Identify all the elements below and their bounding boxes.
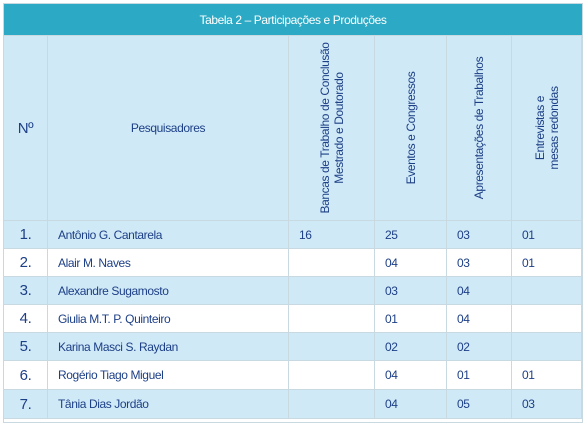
header-bancas: Bancas de Trabalho de Conclusão Mestrado… xyxy=(289,36,375,221)
row-name: Antônio G. Cantarela xyxy=(48,221,289,249)
row-entrevistas: 01 xyxy=(512,221,582,249)
row-apresentacoes: 02 xyxy=(447,333,512,361)
row-eventos: 03 xyxy=(375,277,447,305)
header-eventos: Eventos e Congressos xyxy=(375,36,447,221)
row-eventos: 04 xyxy=(375,361,447,390)
row-entrevistas xyxy=(512,333,582,361)
row-apresentacoes: 01 xyxy=(447,361,512,390)
row-num: 5. xyxy=(4,333,48,361)
row-bancas: 16 xyxy=(289,221,375,249)
row-num: 3. xyxy=(4,277,48,305)
row-name: Rogério Tiago Miguel xyxy=(48,361,289,390)
row-bancas xyxy=(289,277,375,305)
row-apresentacoes: 03 xyxy=(447,221,512,249)
row-num: 4. xyxy=(4,305,48,333)
header-entrevistas-line2: mesas redondas xyxy=(546,86,561,170)
row-name: Karina Masci S. Raydan xyxy=(48,333,289,361)
row-apresentacoes: 05 xyxy=(447,390,512,419)
row-num: 7. xyxy=(4,390,48,419)
row-eventos: 04 xyxy=(375,249,447,277)
row-eventos: 25 xyxy=(375,221,447,249)
header-apresentacoes: Apresentações de Trabalhos xyxy=(447,36,512,221)
row-bancas xyxy=(289,361,375,390)
row-num: 1. xyxy=(4,221,48,249)
row-eventos: 02 xyxy=(375,333,447,361)
header-entrevistas: Entrevistas e mesas redondas xyxy=(512,36,582,221)
row-bancas xyxy=(289,333,375,361)
row-entrevistas: 01 xyxy=(512,249,582,277)
table-frame: Tabela 2 – Participações e Produções Nº … xyxy=(3,3,583,423)
row-bancas xyxy=(289,249,375,277)
header-name: Pesquisadores xyxy=(48,36,289,221)
row-entrevistas xyxy=(512,305,582,333)
row-name: Alair M. Naves xyxy=(48,249,289,277)
table-title: Tabela 2 – Participações e Produções xyxy=(4,4,582,36)
row-apresentacoes: 03 xyxy=(447,249,512,277)
row-name: Tânia Dias Jordão xyxy=(48,390,289,419)
row-bancas xyxy=(289,390,375,419)
row-num: 6. xyxy=(4,361,48,390)
header-bancas-line2: Mestrado e Doutorado xyxy=(331,72,346,184)
row-name: Alexandre Sugamosto xyxy=(48,277,289,305)
row-apresentacoes: 04 xyxy=(447,305,512,333)
row-num: 2. xyxy=(4,249,48,277)
row-entrevistas: 03 xyxy=(512,390,582,419)
row-eventos: 04 xyxy=(375,390,447,419)
row-name: Giulia M.T. P. Quinteiro xyxy=(48,305,289,333)
row-apresentacoes: 04 xyxy=(447,277,512,305)
header-bancas-line1: Bancas de Trabalho de Conclusão xyxy=(317,42,332,214)
header-eventos-label: Eventos e Congressos xyxy=(403,71,418,185)
header-apresentacoes-label: Apresentações de Trabalhos xyxy=(472,56,486,200)
row-bancas xyxy=(289,305,375,333)
row-entrevistas: 01 xyxy=(512,361,582,390)
row-entrevistas xyxy=(512,277,582,305)
header-entrevistas-line1: Entrevistas e xyxy=(532,95,547,161)
header-num: Nº xyxy=(4,36,48,221)
row-eventos: 01 xyxy=(375,305,447,333)
